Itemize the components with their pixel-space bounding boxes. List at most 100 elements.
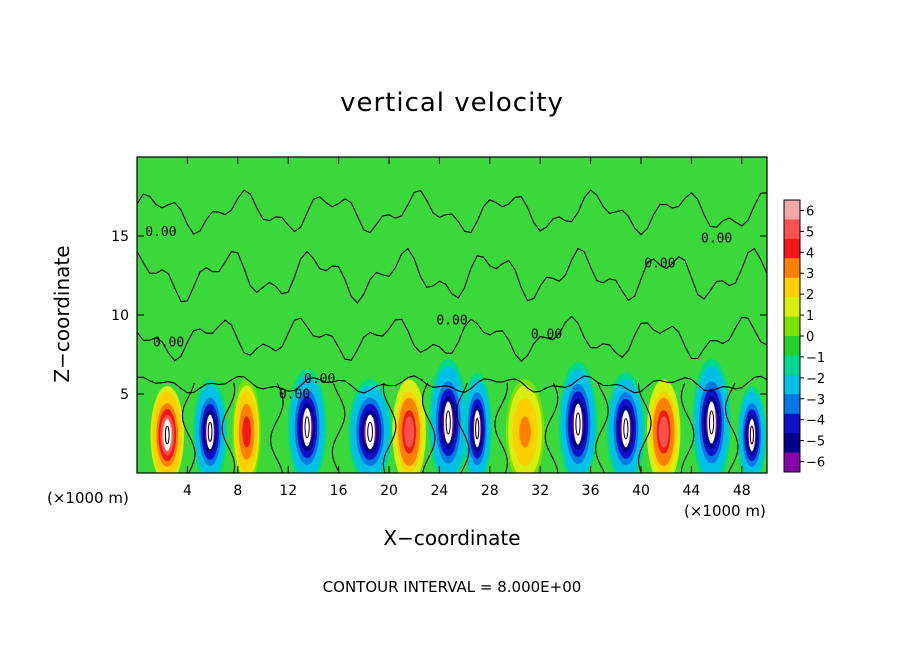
x-tick-label: 16 bbox=[330, 483, 348, 499]
velocity-cell bbox=[287, 369, 327, 473]
velocity-level bbox=[404, 416, 415, 448]
contour-label: 0.00 bbox=[531, 328, 562, 343]
velocity-cell bbox=[462, 372, 492, 473]
zero-contour bbox=[382, 382, 397, 473]
velocity-core-contour bbox=[749, 425, 754, 445]
velocity-core bbox=[573, 403, 583, 445]
x-tick-label: 48 bbox=[733, 483, 751, 499]
x-tick-label: 20 bbox=[380, 483, 398, 499]
colorbar-swatch bbox=[784, 200, 800, 220]
velocity-core bbox=[748, 418, 756, 452]
velocity-core-contour bbox=[164, 425, 170, 445]
zero-contour bbox=[137, 375, 767, 394]
colorbar-swatch bbox=[784, 238, 800, 259]
zero-contour bbox=[544, 382, 559, 473]
zero-contour bbox=[595, 382, 609, 473]
velocity-core bbox=[621, 410, 631, 448]
colorbar-tick-label: 5 bbox=[806, 225, 814, 240]
x-tick-label: 40 bbox=[632, 483, 650, 499]
contour-label: 0.00 bbox=[644, 257, 675, 272]
y-tick-label: 5 bbox=[120, 387, 129, 403]
velocity-cell bbox=[150, 386, 184, 473]
velocity-cell bbox=[193, 379, 227, 473]
velocity-core bbox=[206, 414, 214, 450]
velocity-cell bbox=[558, 362, 598, 473]
contour-interval-text: CONTOUR INTERVAL = 8.000E+00 bbox=[322, 578, 582, 596]
x-tick-label: 44 bbox=[682, 483, 700, 499]
zero-contour bbox=[724, 382, 739, 473]
colorbar-swatch bbox=[784, 355, 800, 376]
contour-label: 0.00 bbox=[279, 388, 310, 403]
zero-contour bbox=[680, 382, 695, 473]
velocity-level bbox=[658, 416, 669, 448]
colorbar-swatch bbox=[784, 219, 800, 240]
velocity-core-contour bbox=[708, 410, 715, 435]
colorbar-swatch bbox=[784, 433, 800, 454]
velocity-core-contour bbox=[445, 410, 451, 435]
colorbar-swatch bbox=[784, 374, 800, 395]
velocity-core-contour bbox=[304, 416, 310, 439]
velocity-core-contour bbox=[367, 421, 373, 442]
velocity-cell bbox=[505, 379, 545, 473]
velocity-core-contour bbox=[475, 418, 480, 440]
velocity-cell bbox=[429, 358, 468, 473]
x-axis-label: X−coordinate bbox=[383, 526, 521, 550]
contour-label: 0.00 bbox=[701, 231, 732, 246]
zero-contour bbox=[331, 382, 346, 473]
contour-labels: 0.00 0.000.000.000.000.000.000.00 bbox=[145, 225, 732, 403]
velocity-core bbox=[444, 401, 453, 444]
chart-title: vertical velocity bbox=[340, 88, 564, 118]
contour-label: 0.00 bbox=[436, 313, 467, 328]
velocity-cell bbox=[392, 379, 426, 473]
colorbar-swatch bbox=[784, 336, 800, 356]
y-tick-label: 15 bbox=[111, 229, 129, 245]
colorbar-tick-label: −6 bbox=[806, 456, 825, 471]
zero-contour bbox=[270, 382, 284, 473]
velocity-core bbox=[365, 414, 375, 450]
x-axis: 4 8 12 16 20 24 28 32 36 40 44 48 bbox=[183, 157, 751, 499]
velocity-core bbox=[707, 401, 716, 444]
colorbar-tick-label: −2 bbox=[806, 372, 825, 387]
x-tick-label: 8 bbox=[233, 483, 242, 499]
colorbar-swatch bbox=[784, 258, 800, 279]
zero-contour bbox=[421, 382, 436, 473]
colorbar-swatch bbox=[784, 452, 800, 473]
zero-contour bbox=[221, 382, 236, 473]
colorbar-tick-label: 6 bbox=[806, 204, 814, 219]
x-tick-label: 36 bbox=[582, 483, 600, 499]
x-unit-left: (×1000 m) bbox=[47, 489, 129, 507]
colorbar-swatch bbox=[784, 413, 800, 434]
velocity-core-contour bbox=[623, 418, 629, 440]
x-tick-label: 4 bbox=[183, 483, 192, 499]
colorbar-swatch bbox=[784, 316, 800, 337]
velocity-cell bbox=[737, 386, 767, 473]
y-axis: 5 10 15 bbox=[111, 229, 767, 403]
colorbar-tick-label: −4 bbox=[806, 414, 825, 429]
contour-label: 0.00 bbox=[145, 225, 176, 240]
velocity-cell bbox=[646, 379, 681, 473]
velocity-level bbox=[242, 416, 251, 448]
velocity-core bbox=[163, 418, 171, 452]
colorbar-tick-label: −5 bbox=[806, 435, 825, 450]
velocity-level bbox=[519, 416, 531, 448]
zero-contour bbox=[181, 382, 196, 473]
velocity-cell bbox=[232, 379, 261, 473]
colorbar-swatch bbox=[784, 297, 800, 318]
x-tick-label: 24 bbox=[430, 483, 448, 499]
colorbar-tick-label: 0 bbox=[806, 330, 814, 345]
x-tick-label: 32 bbox=[531, 483, 549, 499]
contour-lines bbox=[137, 189, 767, 473]
contour-label: 0.00 bbox=[304, 372, 335, 387]
velocity-core-contour bbox=[575, 412, 581, 436]
colorbar-swatch bbox=[784, 394, 800, 415]
colorbar-swatch bbox=[784, 277, 800, 298]
velocity-field bbox=[150, 358, 767, 473]
zero-contour bbox=[137, 247, 767, 304]
zero-contour bbox=[455, 382, 470, 473]
velocity-core-contour bbox=[207, 421, 213, 442]
colorbar-tick-label: 2 bbox=[806, 288, 814, 303]
velocity-cell bbox=[348, 379, 392, 473]
colorbar-tick-label: −1 bbox=[806, 351, 825, 366]
velocity-cell bbox=[606, 372, 646, 473]
